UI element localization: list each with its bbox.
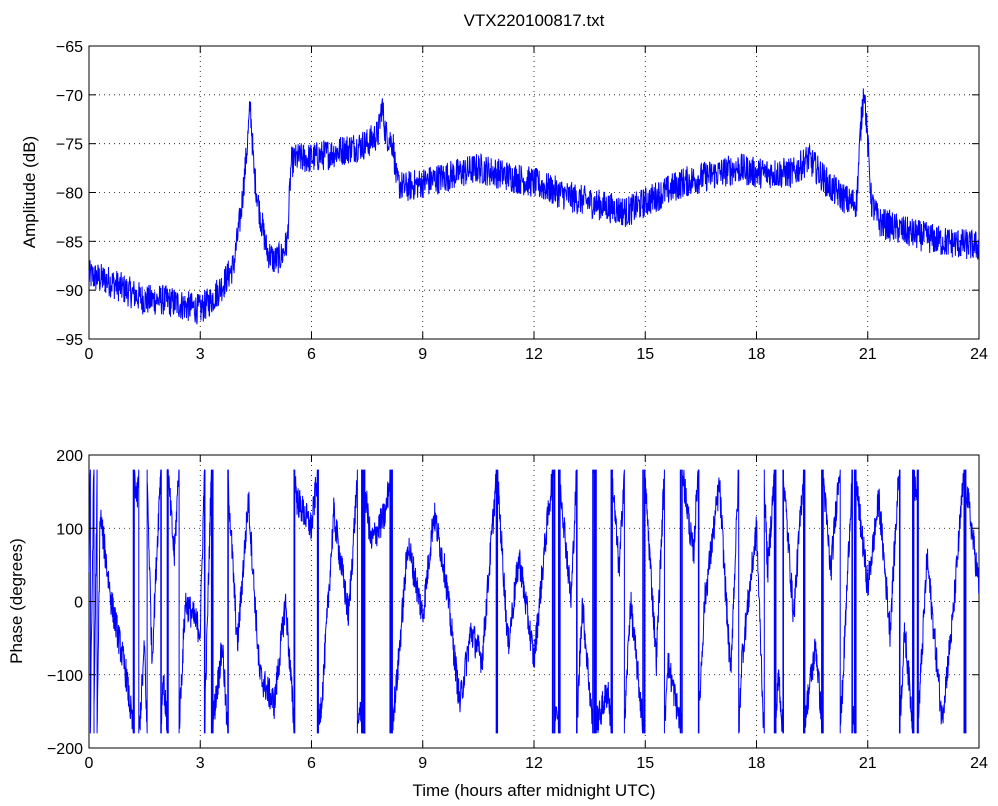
x-axis-label: Time (hours after midnight UTC) bbox=[412, 781, 655, 800]
phase-x-tick-label: 0 bbox=[85, 755, 94, 772]
amplitude-y-tick-label: −65 bbox=[56, 39, 83, 56]
chart-title: VTX220100817.txt bbox=[464, 11, 605, 30]
amplitude-trace bbox=[88, 88, 980, 325]
phase-x-tick-label: 9 bbox=[418, 755, 427, 772]
amplitude-x-tick-label: 6 bbox=[307, 346, 316, 363]
phase-x-tick-label: 24 bbox=[970, 755, 988, 772]
phase-grid bbox=[89, 455, 979, 748]
phase-y-axis-label: Phase (degrees) bbox=[7, 538, 26, 664]
amplitude-x-tick-label: 15 bbox=[636, 346, 654, 363]
phase-y-tick-label: 100 bbox=[56, 521, 83, 538]
amplitude-ticks: 0 3 6 9 12 15 18 21 24 −95 −90 −85 −80 −75 −70 −65 bbox=[56, 39, 988, 363]
phase-x-tick-label: 6 bbox=[307, 755, 316, 772]
amplitude-x-tick-label: 12 bbox=[525, 346, 543, 363]
phase-trace bbox=[88, 468, 980, 734]
phase-x-tick-label: 21 bbox=[859, 755, 877, 772]
amplitude-x-tick-label: 0 bbox=[85, 346, 94, 363]
amplitude-x-tick-label: 24 bbox=[970, 346, 988, 363]
amplitude-x-tick-label: 18 bbox=[748, 346, 766, 363]
amplitude-y-tick-label: −90 bbox=[56, 283, 83, 300]
phase-x-tick-label: 15 bbox=[636, 755, 654, 772]
phase-x-tick-label: 3 bbox=[196, 755, 205, 772]
amplitude-y-axis-label: Amplitude (dB) bbox=[20, 136, 39, 248]
amplitude-x-tick-label: 3 bbox=[196, 346, 205, 363]
phase-x-tick-label: 18 bbox=[748, 755, 766, 772]
amplitude-y-tick-label: −70 bbox=[56, 88, 83, 105]
phase-y-tick-label: −100 bbox=[47, 668, 83, 685]
amplitude-panel: 0 3 6 9 12 15 18 21 24 −95 −90 −85 −80 −75 −70 −65 Ampl… bbox=[20, 39, 988, 363]
amplitude-y-tick-label: −95 bbox=[56, 332, 83, 349]
phase-y-tick-label: −200 bbox=[47, 741, 83, 758]
amplitude-y-tick-label: −85 bbox=[56, 234, 83, 251]
amplitude-y-tick-label: −75 bbox=[56, 137, 83, 154]
amplitude-x-tick-label: 21 bbox=[859, 346, 877, 363]
phase-ticks: 0 3 6 9 12 15 18 21 24 −200 −100 0 100 200 bbox=[47, 448, 988, 772]
phase-x-tick-label: 12 bbox=[525, 755, 543, 772]
amplitude-x-tick-label: 9 bbox=[418, 346, 427, 363]
phase-y-tick-label: 200 bbox=[56, 448, 83, 465]
phase-y-tick-label: 0 bbox=[74, 595, 83, 612]
amplitude-y-tick-label: −80 bbox=[56, 186, 83, 203]
phase-panel: 0 3 6 9 12 15 18 21 24 −200 −100 0 100 200 Phase (deg… bbox=[7, 448, 988, 772]
